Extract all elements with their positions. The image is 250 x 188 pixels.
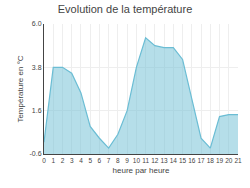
svg-text:18: 18 bbox=[207, 157, 215, 164]
svg-text:5: 5 bbox=[88, 157, 92, 164]
svg-text:12: 12 bbox=[151, 157, 159, 164]
svg-text:-0.6: -0.6 bbox=[30, 150, 42, 157]
svg-text:1: 1 bbox=[51, 157, 55, 164]
svg-text:20: 20 bbox=[225, 157, 233, 164]
svg-text:11: 11 bbox=[142, 157, 149, 164]
svg-text:heure par heure: heure par heure bbox=[113, 166, 170, 175]
svg-text:7: 7 bbox=[107, 157, 111, 164]
svg-text:6.0: 6.0 bbox=[32, 20, 42, 27]
svg-text:4: 4 bbox=[79, 157, 83, 164]
svg-text:19: 19 bbox=[216, 157, 224, 164]
svg-text:6: 6 bbox=[98, 157, 102, 164]
svg-text:8: 8 bbox=[116, 157, 120, 164]
svg-text:10: 10 bbox=[133, 157, 141, 164]
svg-text:15: 15 bbox=[179, 157, 187, 164]
svg-text:2: 2 bbox=[61, 157, 65, 164]
svg-text:14: 14 bbox=[170, 157, 178, 164]
svg-text:17: 17 bbox=[197, 157, 205, 164]
svg-text:21: 21 bbox=[234, 157, 242, 164]
svg-text:9: 9 bbox=[125, 157, 129, 164]
svg-text:3.8: 3.8 bbox=[32, 64, 42, 71]
svg-text:1.6: 1.6 bbox=[32, 107, 42, 114]
svg-text:0: 0 bbox=[42, 157, 46, 164]
svg-text:Température en °C: Température en °C bbox=[16, 55, 25, 122]
svg-text:13: 13 bbox=[160, 157, 168, 164]
svg-text:Evolution de la température: Evolution de la température bbox=[58, 3, 193, 15]
svg-text:3: 3 bbox=[70, 157, 74, 164]
svg-text:16: 16 bbox=[188, 157, 196, 164]
